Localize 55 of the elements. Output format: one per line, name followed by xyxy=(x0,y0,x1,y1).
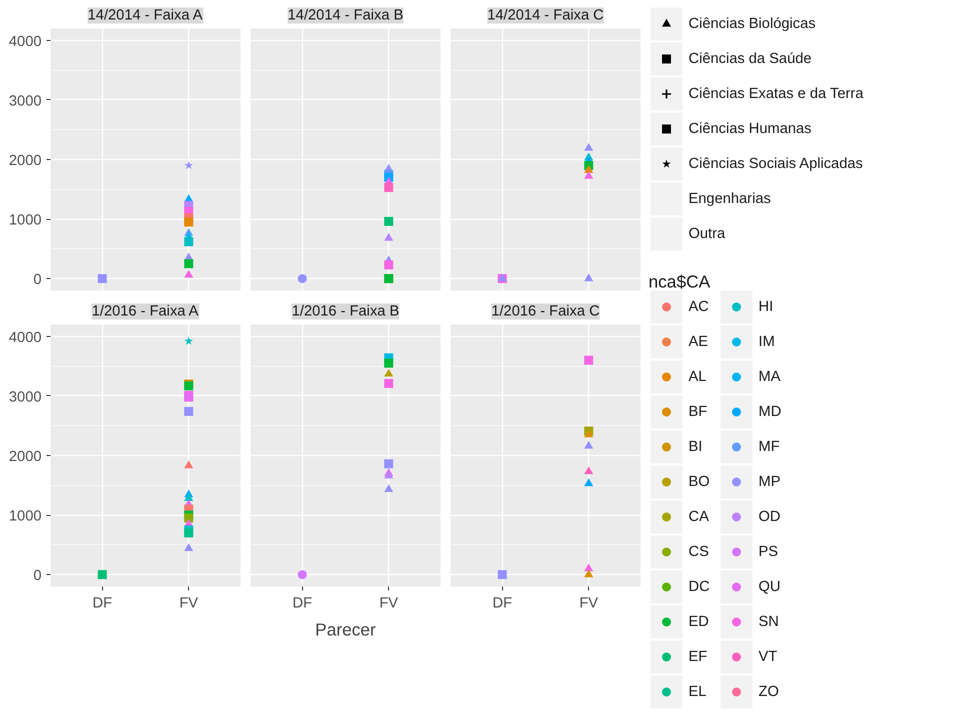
legend-label: AL xyxy=(688,369,706,385)
chart-title: 1/2016 - Faixa A xyxy=(92,304,199,320)
legend-label: ED xyxy=(688,614,709,630)
legend-label: MA xyxy=(758,369,781,385)
chart-title: 1/2016 - Faixa C xyxy=(491,304,600,320)
legend-label: CA xyxy=(688,509,710,525)
legend-label: Engenharias xyxy=(688,191,771,207)
legend-label: MF xyxy=(758,439,780,455)
legend-label: MD xyxy=(758,404,782,420)
legend-label: DC xyxy=(688,579,710,595)
x-tick-label: DF xyxy=(492,596,512,612)
legend-label: BF xyxy=(688,404,708,420)
legend-label: IM xyxy=(758,334,775,350)
y-tick-label: 3000 xyxy=(8,93,42,110)
legend-label: VT xyxy=(758,649,778,665)
x-tick-label: FV xyxy=(379,596,398,612)
legend-label: EF xyxy=(688,649,708,665)
chart-title: 14/2014 - Faixa B xyxy=(288,8,404,24)
legend-label: Ciências da Saúde xyxy=(688,51,812,67)
legend-label: Ciências Humanas xyxy=(688,121,812,137)
legend-label: CS xyxy=(688,544,710,560)
legend-label: ZO xyxy=(758,684,779,700)
chart-title: 14/2014 - Faixa C xyxy=(487,8,604,24)
legend-label: BI xyxy=(688,439,702,455)
y-tick-label: 0 xyxy=(33,272,42,288)
legend-label: SN xyxy=(758,614,779,630)
legend-label: BO xyxy=(688,474,710,490)
legend-label: Ciências Exatas e da Terra xyxy=(688,86,864,102)
y-tick-label: 2000 xyxy=(8,449,42,465)
legend-label: AC xyxy=(688,299,710,315)
chart-title: 1/2016 - Faixa B xyxy=(292,304,400,320)
legend-label: Outra xyxy=(688,226,726,242)
x-tick-label: FV xyxy=(579,596,598,612)
x-tick-label: DF xyxy=(292,596,312,612)
y-tick-label: 4000 xyxy=(8,34,42,50)
y-tick-label: 1000 xyxy=(8,212,42,229)
legend-label: OD xyxy=(758,509,780,525)
legend-label: AE xyxy=(688,334,708,350)
legend-label: QU xyxy=(758,579,780,595)
legend-label: EL xyxy=(688,684,706,700)
x-tick-label: FV xyxy=(179,596,198,612)
legend-label: HI xyxy=(758,299,774,315)
chart-title: 14/2014 - Faixa A xyxy=(88,8,203,24)
y-tick-label: 2000 xyxy=(8,153,42,169)
legend-label: Ciências Biológicas xyxy=(688,16,816,32)
legend-label: MP xyxy=(758,474,780,490)
x-axis-title: Parecer xyxy=(315,620,376,640)
y-tick-label: 1000 xyxy=(8,508,42,525)
legend-label: PS xyxy=(758,544,778,560)
y-tick-label: 3000 xyxy=(8,389,42,406)
legend-title: nca$CA xyxy=(648,272,711,292)
y-tick-label: 4000 xyxy=(8,330,42,346)
y-tick-label: 0 xyxy=(33,568,42,584)
legend-label: Ciências Sociais Aplicadas xyxy=(688,156,863,172)
x-tick-label: DF xyxy=(92,596,112,612)
